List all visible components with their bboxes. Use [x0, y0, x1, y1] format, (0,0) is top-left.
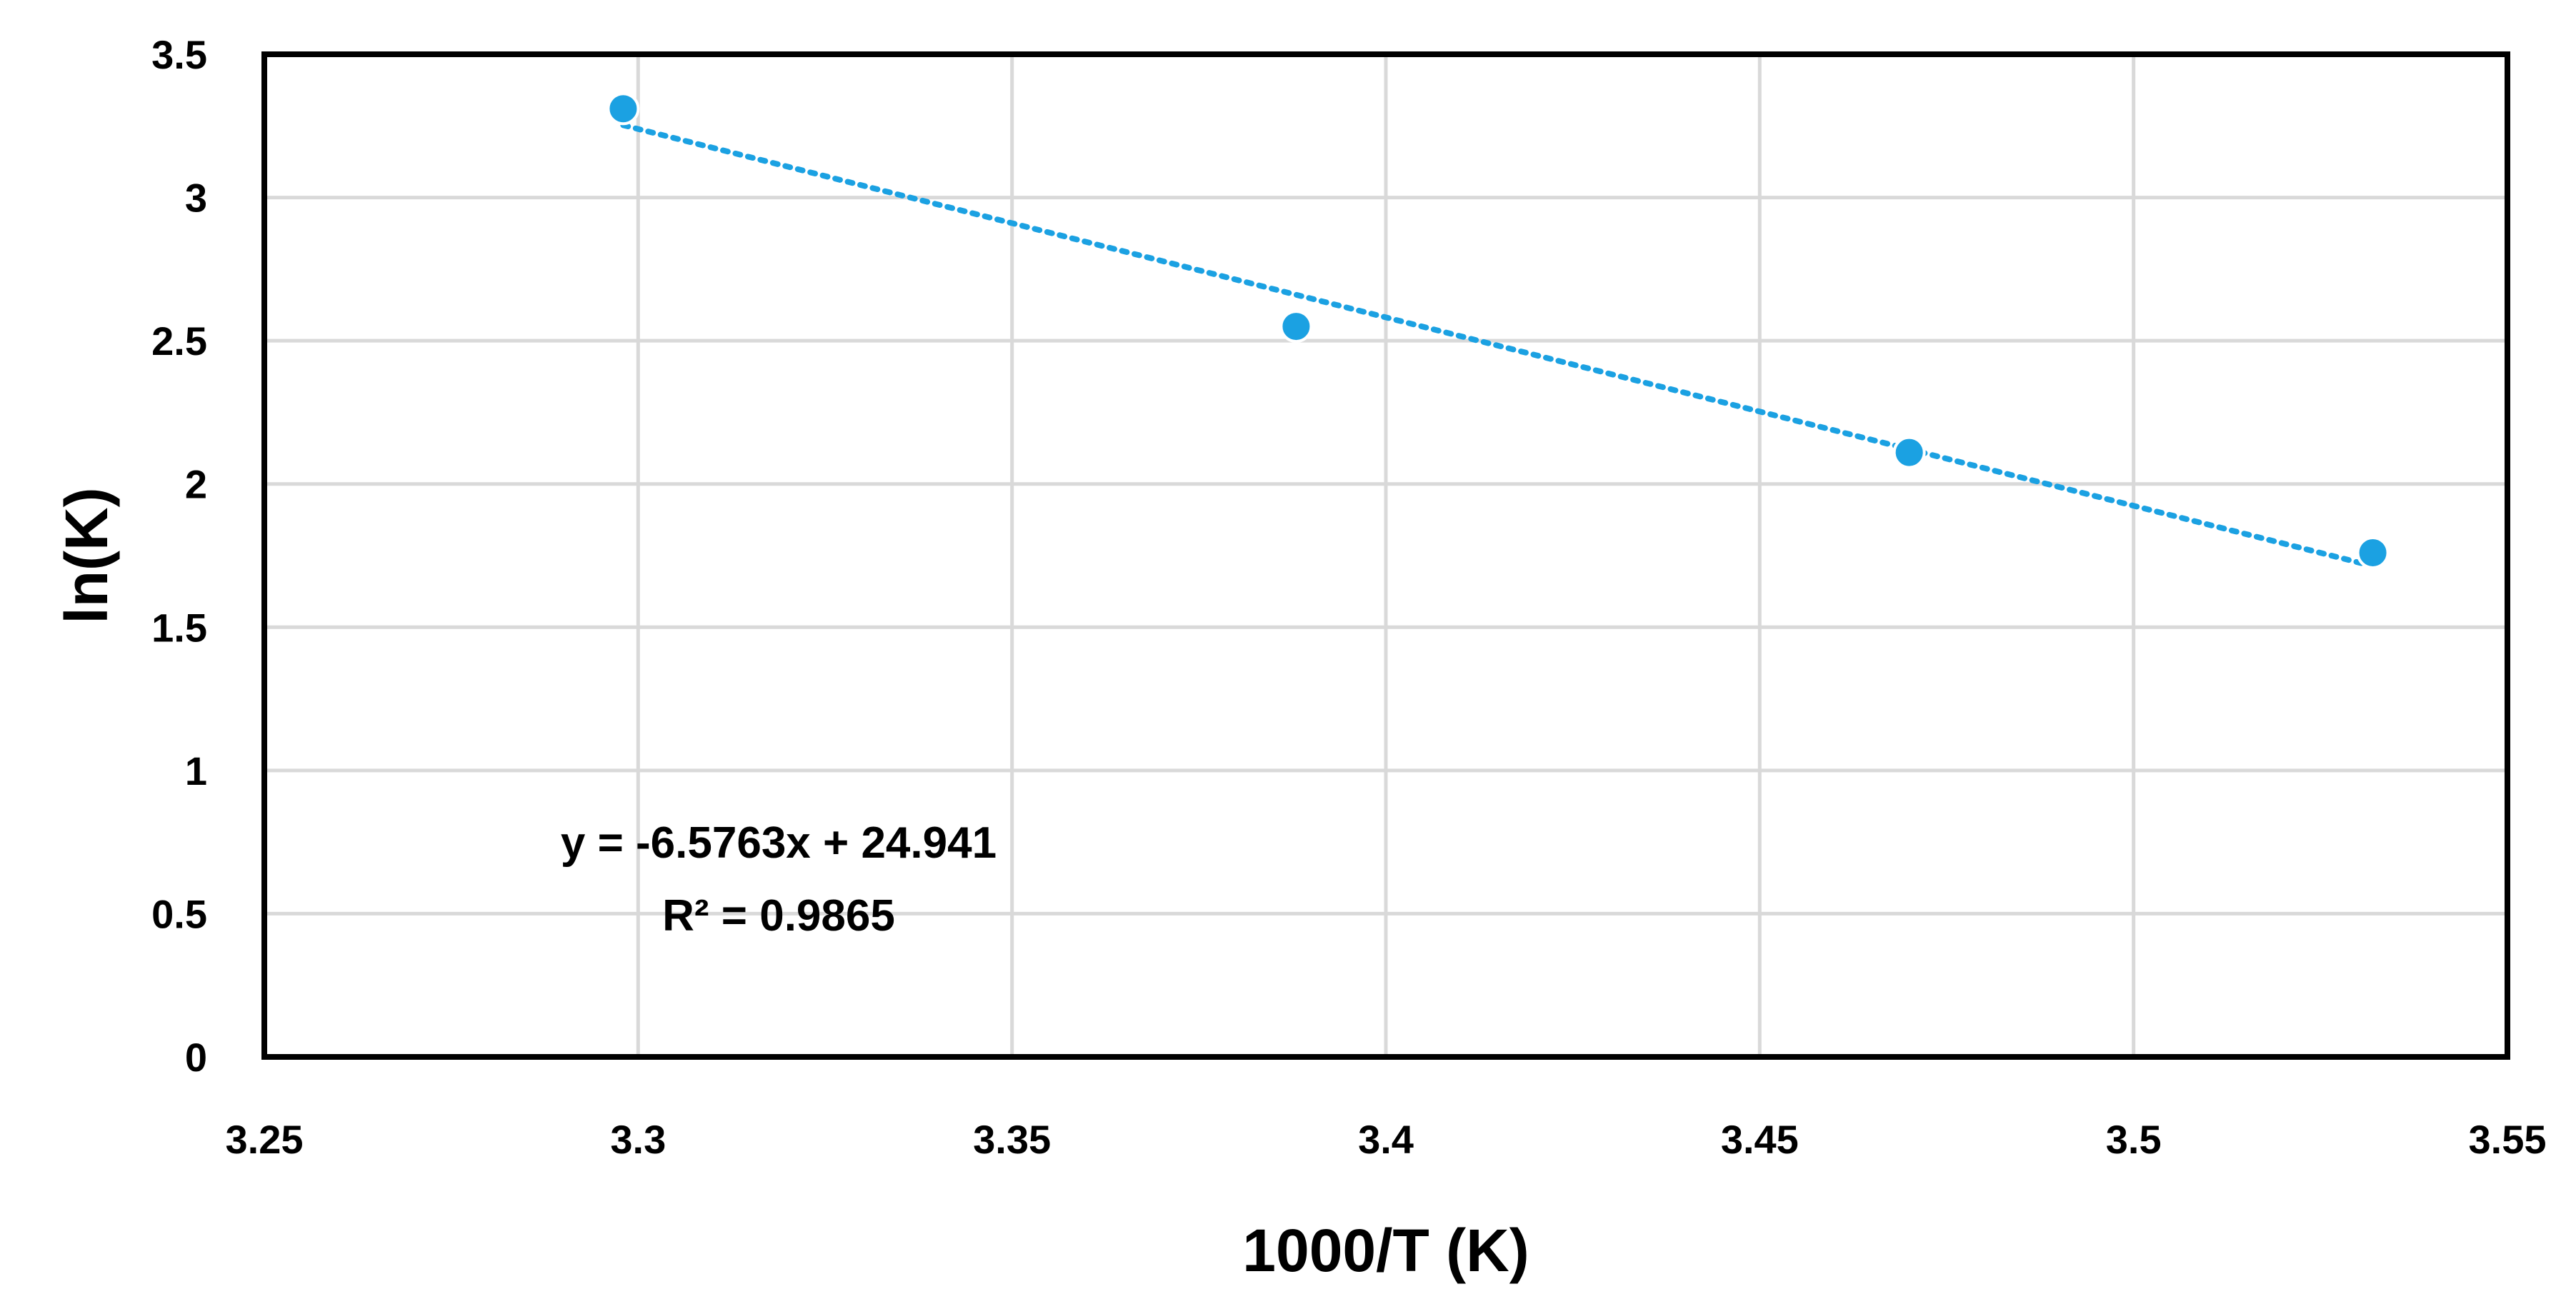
x-tick-label: 3.4: [1358, 1117, 1414, 1162]
y-tick-label: 1: [185, 748, 207, 793]
data-points: [606, 92, 2390, 569]
x-tick-label: 3.3: [610, 1117, 666, 1162]
y-tick-label: 3: [185, 176, 207, 221]
x-axis-tick-labels: 3.25 3.3 3.35 3.4 3.45 3.5 3.55: [226, 1117, 2547, 1162]
trendline-r-squared: R² = 0.9865: [662, 891, 895, 941]
data-point: [2356, 536, 2390, 569]
data-point: [606, 92, 640, 126]
trendline: [620, 122, 2376, 569]
trendline-group: [620, 122, 2376, 569]
x-tick-label: 3.35: [973, 1117, 1051, 1162]
y-tick-label: 2: [185, 462, 207, 507]
x-axis-title: 1000/T (K): [1242, 1217, 1529, 1284]
data-point: [1279, 310, 1313, 343]
y-axis-title: ln(K): [53, 487, 120, 623]
y-axis-tick-labels: 0 0.5 1 1.5 2 2.5 3 3.5: [151, 32, 207, 1080]
trendline-equation: y = -6.5763x + 24.941: [561, 818, 997, 868]
data-point: [1892, 436, 1926, 469]
y-tick-label: 3.5: [151, 32, 207, 77]
y-tick-label: 2.5: [151, 319, 207, 363]
x-tick-label: 3.5: [2106, 1117, 2162, 1162]
plot-area-border: [261, 51, 2510, 1060]
x-tick-label: 3.25: [226, 1117, 304, 1162]
x-tick-label: 3.45: [1721, 1117, 1799, 1162]
x-tick-label: 3.55: [2469, 1117, 2547, 1162]
y-tick-label: 0.5: [151, 891, 207, 936]
y-tick-label: 1.5: [151, 605, 207, 650]
y-tick-label: 0: [185, 1035, 207, 1080]
